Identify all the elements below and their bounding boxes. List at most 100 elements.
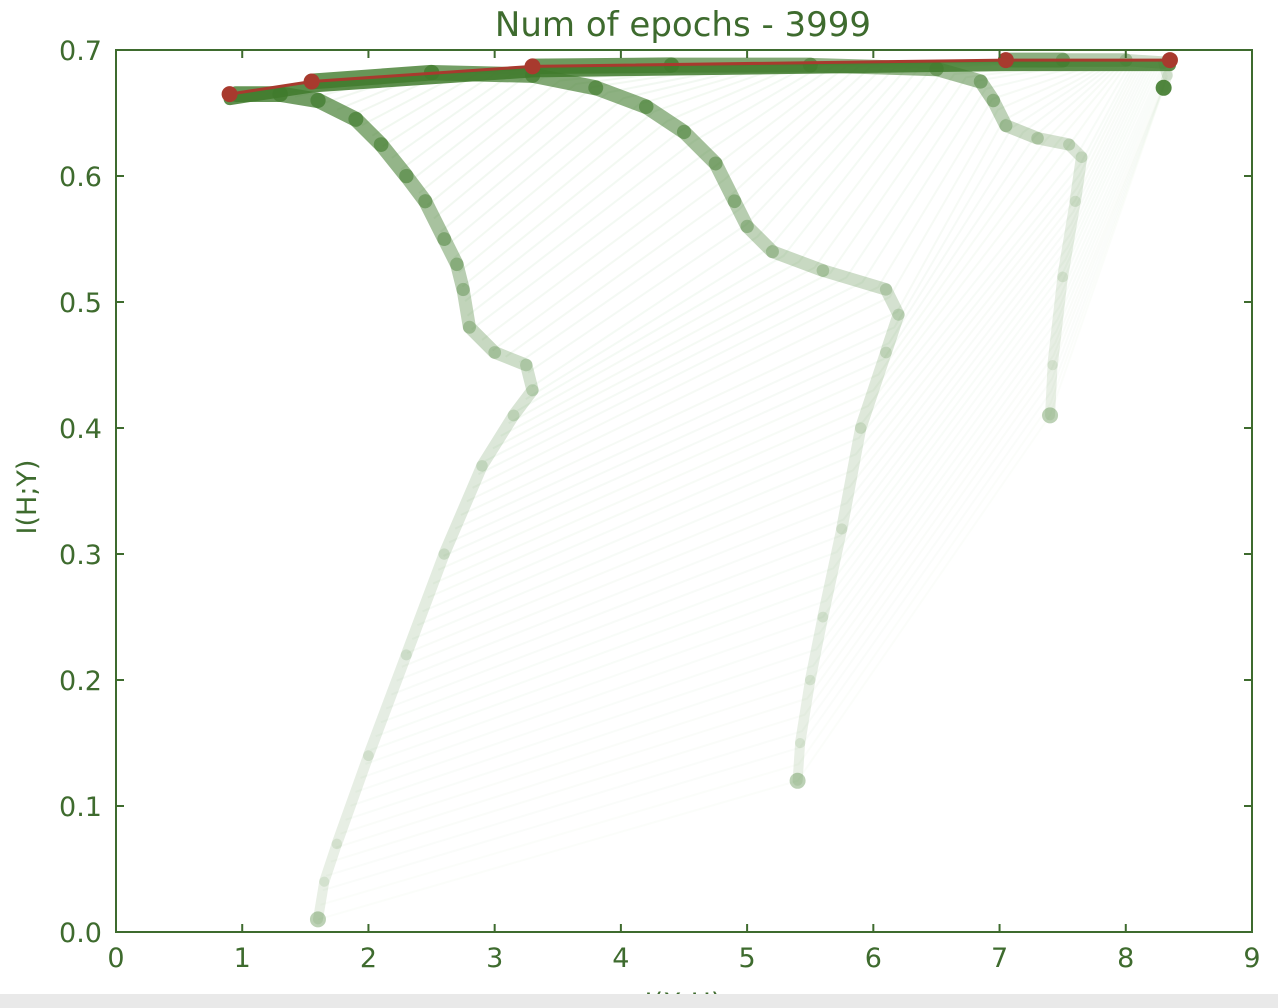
layer-2-start-point [789, 772, 806, 789]
layer-2-trajectory-segment [817, 523, 848, 623]
epoch-fan-lines [235, 59, 1169, 921]
epoch-line [448, 59, 1120, 544]
layer-1-trajectory-segment [331, 750, 374, 850]
layer-3-trajectory-segment [1031, 132, 1076, 151]
y-tick-label: 0.3 [59, 540, 102, 571]
layer-1-trajectory-segment [507, 384, 539, 422]
epoch-line [433, 59, 1051, 220]
x-tick-label: 3 [486, 943, 503, 974]
layer-2-trajectory-segment [854, 346, 892, 434]
epoch-line [417, 60, 1136, 627]
epoch-line [454, 59, 1117, 530]
final-epoch-point-3 [524, 58, 541, 75]
layer-1-trajectory-segment [362, 649, 412, 762]
x-tick-label: 4 [612, 943, 629, 974]
layer-3-trajectory-segment [999, 119, 1044, 145]
epoch-line [472, 59, 1109, 489]
layer-3-trajectory-segment [1047, 271, 1068, 371]
layer-1-trajectory-segment [312, 876, 330, 925]
layer-3-trajectory-segment [1045, 360, 1058, 421]
epoch-line [322, 82, 1167, 892]
epoch-line [437, 59, 1126, 571]
final-epoch-point-5 [1161, 52, 1178, 69]
epoch-line [325, 79, 1167, 877]
epoch-line [355, 64, 1166, 793]
epoch-line [477, 59, 1107, 476]
layer-1-start-point [309, 911, 326, 928]
epoch-line [432, 59, 1128, 585]
layer-4-start-point [1155, 79, 1172, 96]
layer-2-trajectory-segment [524, 67, 604, 96]
epoch-line [411, 60, 1139, 641]
epoch-line [446, 59, 1056, 246]
layer-1-trajectory-segment [319, 838, 343, 887]
epoch-line [375, 61, 1157, 738]
y-tick-label: 0.6 [59, 162, 102, 193]
epoch-line [330, 77, 1168, 863]
window-bottom-strip [0, 994, 1278, 1008]
plot-frame [115, 49, 1253, 933]
epoch-line [466, 59, 1112, 503]
epoch-line [350, 67, 1167, 807]
final-epoch-point-4 [997, 52, 1014, 69]
y-axis-ticks: 0.0 0.1 0.2 0.3 0.4 0.5 0.6 0.7 [59, 36, 1252, 949]
epoch-line [396, 60, 1147, 682]
layer-2-trajectory-segment [792, 738, 806, 786]
epoch-line [401, 60, 1144, 668]
y-tick-label: 0.7 [59, 36, 102, 67]
layer-2-trajectory-segment [638, 99, 692, 140]
final-epoch-point-1 [221, 86, 238, 103]
epoch-line [422, 59, 1133, 613]
x-tick-label: 2 [360, 943, 377, 974]
x-tick-label: 9 [1243, 943, 1260, 974]
x-tick-label: 5 [739, 943, 756, 974]
y-tick-label: 0.2 [59, 666, 102, 697]
epoch-line [443, 59, 1123, 557]
layer-1-trajectory-segment [520, 358, 539, 397]
layer-1-trajectory-segment [400, 548, 450, 661]
y-tick-label: 0.0 [59, 918, 102, 949]
layer-2-trajectory-segment [676, 124, 723, 171]
epoch-line [380, 61, 1155, 724]
layer-2-trajectory-segment [708, 156, 742, 209]
layer-3-trajectory-segment [1069, 151, 1088, 207]
epoch-line [370, 61, 1160, 752]
layer-1-trajectory-segment [450, 257, 470, 297]
epoch-line [427, 59, 1131, 599]
layer-2-trajectory-segment [816, 264, 893, 296]
layer-2-trajectory-segment [794, 674, 816, 749]
y-axis-label: I(H;Y) [12, 460, 43, 535]
layer-2-trajectory-segment [879, 283, 905, 321]
epoch-line [345, 69, 1167, 821]
layer-trajectories [223, 52, 1176, 925]
layer-3-start-point [1042, 407, 1059, 424]
x-tick-label: 1 [234, 943, 251, 974]
y-tick-label: 0.5 [59, 288, 102, 319]
layer-1-trajectory-segment [462, 320, 502, 359]
epoch-line [317, 87, 1165, 921]
layer-1-trajectory-segment [438, 460, 488, 560]
x-tick-label: 8 [1117, 943, 1134, 974]
layer-1-trajectory-segment [437, 232, 464, 272]
final-epoch-point-2 [303, 73, 320, 90]
y-tick-label: 0.4 [59, 414, 102, 445]
layer-1-trajectory-segment [456, 282, 476, 334]
layer-3-trajectory-segment [986, 93, 1013, 133]
layer-2-trajectory-segment [836, 422, 867, 535]
start-points [309, 79, 1172, 928]
x-axis-ticks: 0 1 2 3 4 5 6 7 8 9 [107, 50, 1261, 974]
epoch-line [365, 61, 1162, 765]
layer-1-trajectory-segment [488, 346, 533, 372]
epoch-line [391, 61, 1149, 696]
epoch-line [360, 62, 1165, 779]
epoch-line [460, 59, 1115, 516]
layer-3-trajectory-segment [1057, 195, 1081, 283]
layer-1-trajectory-segment [476, 409, 520, 472]
layer-2-trajectory-segment [727, 194, 754, 234]
epoch-line [385, 61, 1152, 710]
layer-2-trajectory-segment [588, 80, 654, 115]
x-tick-label: 0 [107, 943, 124, 974]
layer-3-trajectory-segment [973, 74, 1001, 108]
final-epoch-path [221, 52, 1178, 103]
epoch-line [320, 84, 1166, 906]
